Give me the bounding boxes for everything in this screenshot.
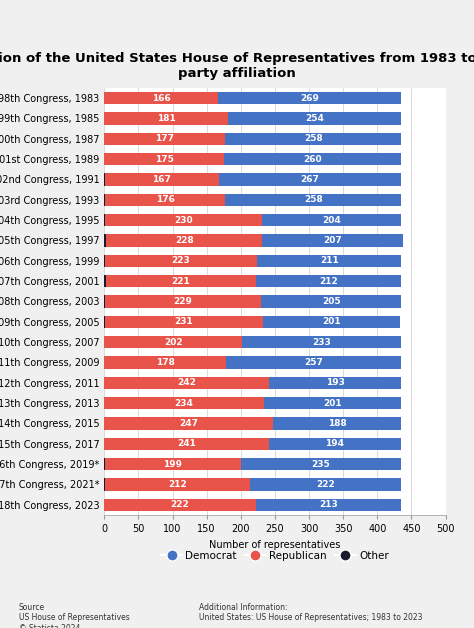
Bar [105,295,261,308]
Text: 181: 181 [157,114,175,123]
Bar [104,275,106,287]
Bar [219,173,401,185]
Text: 260: 260 [303,154,322,163]
Bar [105,458,241,470]
Bar [104,356,226,369]
Bar [104,214,105,226]
Legend: Democrat, Republican, Other: Democrat, Republican, Other [157,547,393,565]
Text: 222: 222 [171,501,190,509]
Text: 202: 202 [164,338,182,347]
Bar [269,438,401,450]
Bar [104,458,105,470]
Text: 201: 201 [322,317,340,327]
Text: 229: 229 [173,297,192,306]
Bar [104,336,242,348]
Bar [257,255,401,267]
Bar [104,479,105,490]
Text: 204: 204 [322,215,341,225]
Text: 221: 221 [172,276,191,286]
Bar [228,112,401,124]
Bar [264,397,401,409]
X-axis label: Number of representatives: Number of representatives [209,539,341,550]
Bar [106,275,256,287]
Text: 254: 254 [305,114,324,123]
Bar [106,234,262,247]
Text: 193: 193 [326,378,345,387]
Text: 247: 247 [179,419,198,428]
Text: 211: 211 [320,256,338,265]
Bar [263,316,400,328]
Text: 235: 235 [311,460,330,468]
Text: 267: 267 [301,175,319,184]
Text: 178: 178 [155,358,174,367]
Bar [104,173,105,185]
Text: 258: 258 [304,134,322,143]
Text: 241: 241 [177,440,196,448]
Text: 228: 228 [175,236,193,245]
Bar [224,153,401,165]
Bar [104,153,224,165]
Text: 194: 194 [326,440,345,448]
Bar [262,234,403,247]
Bar [242,336,401,348]
Bar [225,133,401,145]
Text: 188: 188 [328,419,346,428]
Text: 166: 166 [152,94,170,102]
Bar [104,112,228,124]
Text: 201: 201 [323,399,342,408]
Text: 258: 258 [304,195,322,204]
Bar [226,356,401,369]
Text: 231: 231 [174,317,193,327]
Bar [256,499,401,511]
Text: 230: 230 [174,215,193,225]
Text: 212: 212 [319,276,338,286]
Text: 207: 207 [323,236,342,245]
Text: 177: 177 [155,134,174,143]
Text: 175: 175 [155,154,173,163]
Bar [104,234,106,247]
Text: 212: 212 [168,480,187,489]
Text: 213: 213 [319,501,338,509]
Text: Composition of the United States House of Representatives from 1983 to 2023, by
: Composition of the United States House o… [0,52,474,80]
Text: Source
US House of Representatives
© Statista 2024: Source US House of Representatives © Sta… [19,603,130,628]
Bar [105,316,263,328]
Bar [104,255,105,267]
Bar [256,275,401,287]
Text: 223: 223 [172,256,191,265]
Bar [261,295,401,308]
Text: 233: 233 [312,338,331,347]
Text: 269: 269 [300,94,319,102]
Bar [104,92,218,104]
Bar [105,479,250,490]
Bar [104,295,105,308]
Bar [104,397,264,409]
Bar [104,377,269,389]
Text: 205: 205 [322,297,340,306]
Bar [105,173,219,185]
Bar [104,133,225,145]
Bar [104,438,269,450]
Bar [104,193,105,206]
Bar [104,499,256,511]
Text: 257: 257 [304,358,323,367]
Text: 176: 176 [155,195,174,204]
Text: 167: 167 [153,175,172,184]
Bar [241,458,401,470]
Text: 242: 242 [177,378,196,387]
Bar [105,193,225,206]
Bar [250,479,401,490]
Bar [105,214,262,226]
Bar [105,255,257,267]
Bar [104,316,105,328]
Bar [218,92,401,104]
Bar [262,214,401,226]
Text: Additional Information:
United States: US House of Representatives; 1983 to 2023: Additional Information: United States: U… [199,603,423,622]
Text: 199: 199 [164,460,182,468]
Bar [269,377,401,389]
Text: 222: 222 [316,480,335,489]
Bar [273,418,401,430]
Bar [225,193,401,206]
Text: 234: 234 [175,399,193,408]
Bar [104,418,273,430]
